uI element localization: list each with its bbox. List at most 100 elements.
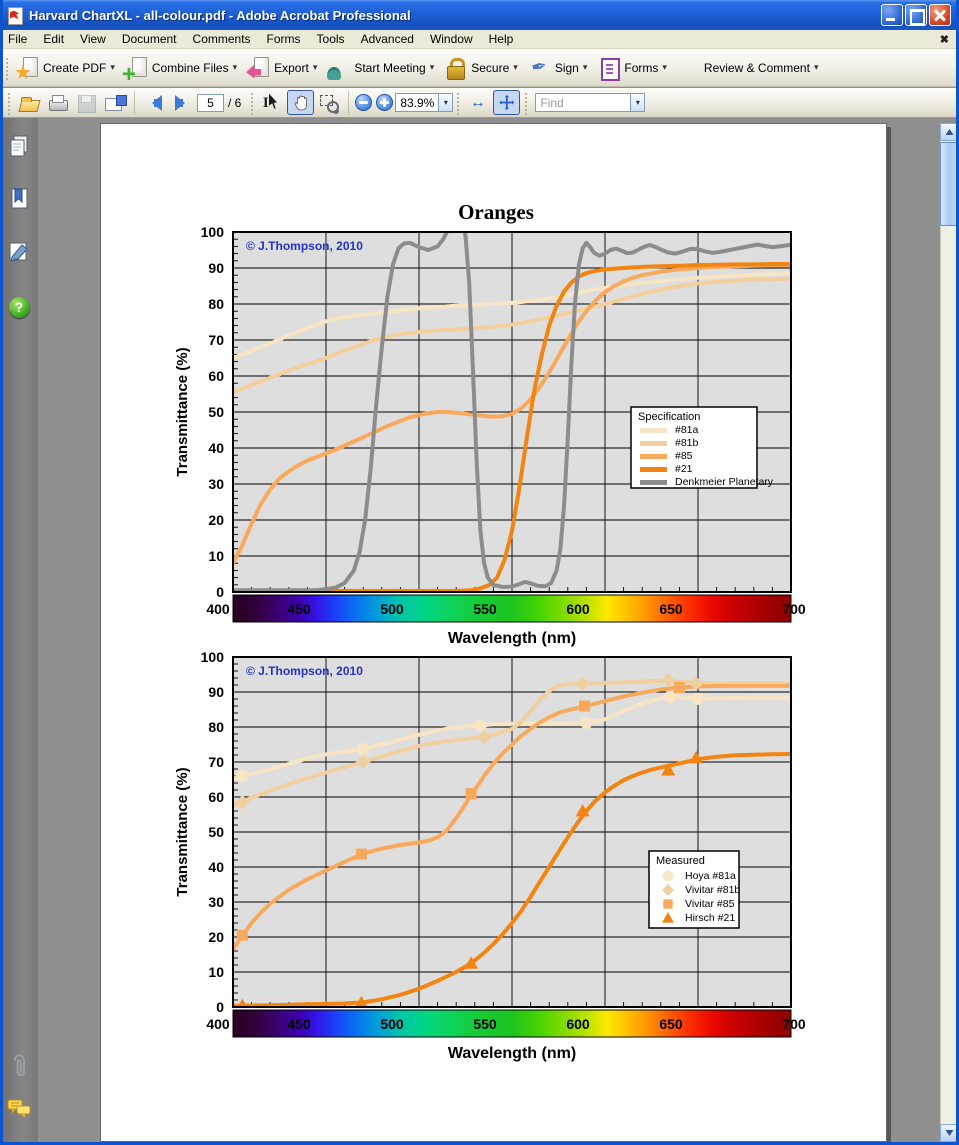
- secure-icon: [443, 56, 468, 80]
- save-button[interactable]: [73, 90, 100, 115]
- create-pdf-button[interactable]: Create PDF▾: [12, 53, 121, 83]
- next-page-button[interactable]: [169, 90, 196, 115]
- fit-page-button[interactable]: [493, 90, 520, 115]
- close-button[interactable]: [929, 4, 951, 26]
- bookmarks-panel-button[interactable]: [5, 184, 33, 214]
- legend-label: #81a: [675, 424, 699, 436]
- menu-edit[interactable]: Edit: [35, 30, 72, 49]
- menu-file[interactable]: File: [0, 30, 35, 49]
- minimize-button[interactable]: [881, 4, 903, 26]
- x-tick-label: 600: [566, 1016, 590, 1032]
- legend-swatch: [640, 454, 667, 459]
- legend-swatch: [640, 480, 667, 485]
- y-tick-label: 60: [208, 789, 224, 805]
- select-tool-button[interactable]: [258, 90, 285, 115]
- review-comment-button[interactable]: Review & Comment▾: [673, 53, 825, 83]
- toolbar-grip[interactable]: [4, 56, 10, 80]
- zoom-level-input[interactable]: [395, 93, 439, 112]
- start-meeting-button[interactable]: Start Meeting▾: [323, 53, 440, 83]
- forms-label: Forms: [624, 61, 658, 75]
- zoom-marquee-icon: [319, 93, 341, 113]
- email-icon: [105, 93, 127, 113]
- zoom-dropdown-button[interactable]: ▾: [439, 93, 453, 112]
- zoom-out-button[interactable]: [355, 94, 372, 111]
- menu-view[interactable]: View: [72, 30, 114, 49]
- fit-width-icon: ↔: [470, 94, 486, 112]
- fit-page-icon: [499, 95, 514, 110]
- menu-tools[interactable]: Tools: [309, 30, 353, 49]
- print-button[interactable]: [44, 90, 71, 115]
- menu-forms[interactable]: Forms: [259, 30, 309, 49]
- y-tick-label: 80: [208, 719, 224, 735]
- open-button[interactable]: [15, 90, 42, 115]
- legend-title: Specification: [638, 411, 700, 423]
- scroll-up-button[interactable]: [940, 123, 959, 141]
- menu-help[interactable]: Help: [481, 30, 522, 49]
- pdf-page[interactable]: 0102030405060708090100Transmittance (%)©…: [100, 123, 887, 1142]
- find-dropdown-button[interactable]: ▾: [631, 93, 645, 112]
- legend-label: #85: [675, 450, 693, 462]
- workspace: ? 0102030405060708090100Transm: [0, 118, 959, 1142]
- pages-panel-button[interactable]: [5, 132, 33, 162]
- toolbar-grip[interactable]: [249, 91, 255, 115]
- export-icon: [246, 56, 271, 80]
- open-folder-icon: [18, 93, 40, 113]
- y-tick-label: 100: [201, 224, 225, 240]
- combine-files-icon: [124, 56, 149, 80]
- zoom-in-button[interactable]: [376, 94, 393, 111]
- y-tick-label: 0: [216, 999, 224, 1015]
- toolbar-grip[interactable]: [455, 91, 461, 115]
- toolbar-grip[interactable]: [523, 91, 529, 115]
- previous-page-button[interactable]: [140, 90, 167, 115]
- y-axis-title: Transmittance (%): [174, 767, 191, 896]
- copyright-annotation: © J.Thompson, 2010: [246, 664, 363, 678]
- export-button[interactable]: Export▾: [243, 53, 323, 83]
- y-tick-label: 20: [208, 929, 224, 945]
- secure-button[interactable]: Secure▾: [440, 53, 524, 83]
- tasks-toolbar: Create PDF▾Combine Files▾Export▾Start Me…: [0, 49, 959, 87]
- forms-button[interactable]: Forms▾: [593, 53, 673, 83]
- page-number-input[interactable]: [197, 94, 224, 112]
- comments-panel-button[interactable]: [5, 1094, 33, 1124]
- document-area[interactable]: 0102030405060708090100Transmittance (%)©…: [38, 118, 940, 1142]
- y-tick-label: 70: [208, 754, 224, 770]
- fit-width-button[interactable]: ↔: [464, 90, 491, 115]
- legend: MeasuredHoya #81aVivitar #81bVivitar #85…: [649, 851, 740, 928]
- review-comment-label: Review & Comment: [704, 61, 810, 75]
- create-pdf-icon: [15, 56, 40, 80]
- bookmarks-icon: [7, 186, 31, 212]
- zoom-marquee-button[interactable]: [316, 90, 343, 115]
- hand-tool-button[interactable]: [287, 90, 314, 115]
- x-tick-label: 650: [659, 1016, 683, 1032]
- scroll-down-button[interactable]: [940, 1124, 959, 1142]
- legend-label: #81b: [675, 437, 699, 449]
- scrollbar-thumb[interactable]: [940, 142, 959, 226]
- find-input[interactable]: [535, 93, 631, 112]
- menu-document[interactable]: Document: [114, 30, 185, 49]
- sign-button[interactable]: ✒Sign▾: [524, 53, 594, 83]
- legend-label: Denkmeier Planetary: [675, 476, 774, 488]
- combine-files-button[interactable]: Combine Files▾: [121, 53, 243, 83]
- how-to-panel-button[interactable]: ?: [5, 292, 33, 322]
- close-document-icon[interactable]: ✖: [940, 33, 949, 46]
- navigation-panel-bar: ?: [0, 118, 38, 1142]
- menu-advanced[interactable]: Advanced: [353, 30, 422, 49]
- maximize-button[interactable]: [905, 4, 927, 26]
- scrollbar-track[interactable]: [940, 123, 959, 1142]
- toolbar-grip[interactable]: [6, 91, 12, 115]
- menu-window[interactable]: Window: [422, 30, 481, 49]
- attachments-panel-button[interactable]: [5, 1052, 33, 1082]
- menu-comments[interactable]: Comments: [185, 30, 259, 49]
- copyright-annotation: © J.Thompson, 2010: [246, 239, 363, 253]
- signatures-panel-button[interactable]: [5, 236, 33, 266]
- combine-files-label: Combine Files: [152, 61, 229, 75]
- help-icon: ?: [9, 297, 30, 318]
- email-button[interactable]: [102, 90, 129, 115]
- x-tick-label: 500: [380, 601, 404, 617]
- y-tick-label: 30: [208, 476, 224, 492]
- title-bar: Harvard ChartXL - all-colour.pdf - Adobe…: [0, 0, 959, 30]
- printer-icon: [47, 93, 69, 113]
- legend: Specification#81a#81b#85#21Denkmeier Pla…: [631, 407, 774, 488]
- start-meeting-icon: [326, 56, 351, 80]
- vertical-scrollbar[interactable]: [940, 118, 959, 1142]
